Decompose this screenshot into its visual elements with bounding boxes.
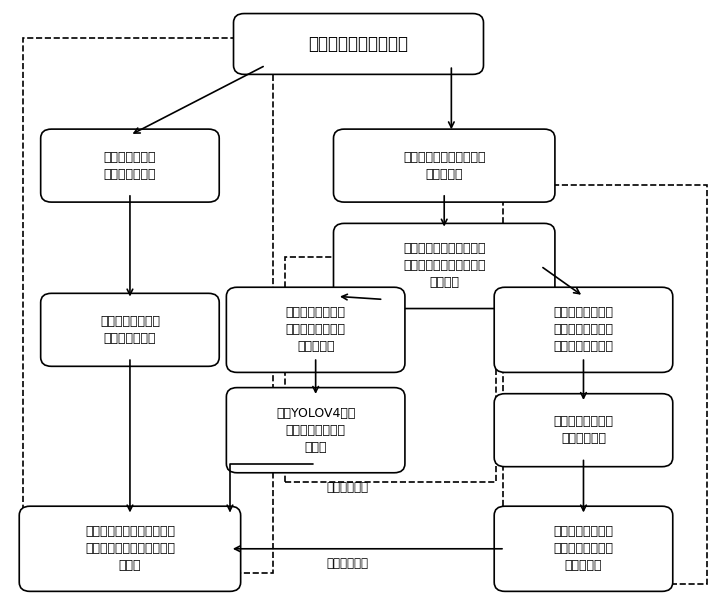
FancyBboxPatch shape <box>227 287 405 372</box>
Text: 确定光谱特征: 确定光谱特征 <box>326 557 369 571</box>
FancyBboxPatch shape <box>494 287 673 372</box>
FancyBboxPatch shape <box>494 393 673 467</box>
FancyBboxPatch shape <box>19 506 241 591</box>
Text: 计算百香果单位时
间内的呼吸速率: 计算百香果单位时 间内的呼吸速率 <box>100 315 160 345</box>
FancyBboxPatch shape <box>333 129 555 202</box>
Text: 采集不同波段下的二维灰
度图像数据: 采集不同波段下的二维灰 度图像数据 <box>403 150 485 181</box>
FancyBboxPatch shape <box>234 13 483 75</box>
Text: 百香果成熟度无损检测: 百香果成熟度无损检测 <box>308 35 409 53</box>
FancyBboxPatch shape <box>41 293 219 367</box>
FancyBboxPatch shape <box>333 224 555 309</box>
Text: 确定图像特征: 确定图像特征 <box>326 481 369 494</box>
FancyBboxPatch shape <box>227 387 405 473</box>
Text: 以整个百香果图像
区域为感兴趣区域
标注数据集: 以整个百香果图像 区域为感兴趣区域 标注数据集 <box>285 306 346 353</box>
Text: 将所有波段下的二维灰度
图像数据合成三维彩色高
光谱图像: 将所有波段下的二维灰度 图像数据合成三维彩色高 光谱图像 <box>403 243 485 290</box>
Text: 利用卷积神经网络
筛选特征波长: 利用卷积神经网络 筛选特征波长 <box>554 415 614 445</box>
FancyBboxPatch shape <box>41 129 219 202</box>
FancyBboxPatch shape <box>494 506 673 591</box>
Text: 百香果呼出的二
氧化碳浓度采集: 百香果呼出的二 氧化碳浓度采集 <box>104 150 156 181</box>
Text: 融合呼吸速率、图像特征、
光谱特征数据，预测百香果
成熟度: 融合呼吸速率、图像特征、 光谱特征数据，预测百香果 成熟度 <box>85 525 175 573</box>
Text: 利用YOLOV4网络
对百香果成熟度进
行预测: 利用YOLOV4网络 对百香果成熟度进 行预测 <box>276 407 356 454</box>
Text: 用偏最小二乘模型
及随机蛙跳预测百
香果成熟度: 用偏最小二乘模型 及随机蛙跳预测百 香果成熟度 <box>554 525 614 573</box>
Text: 以整个百香果图像
区域为感兴趣区域
提取原始光谱曲线: 以整个百香果图像 区域为感兴趣区域 提取原始光谱曲线 <box>554 306 614 353</box>
